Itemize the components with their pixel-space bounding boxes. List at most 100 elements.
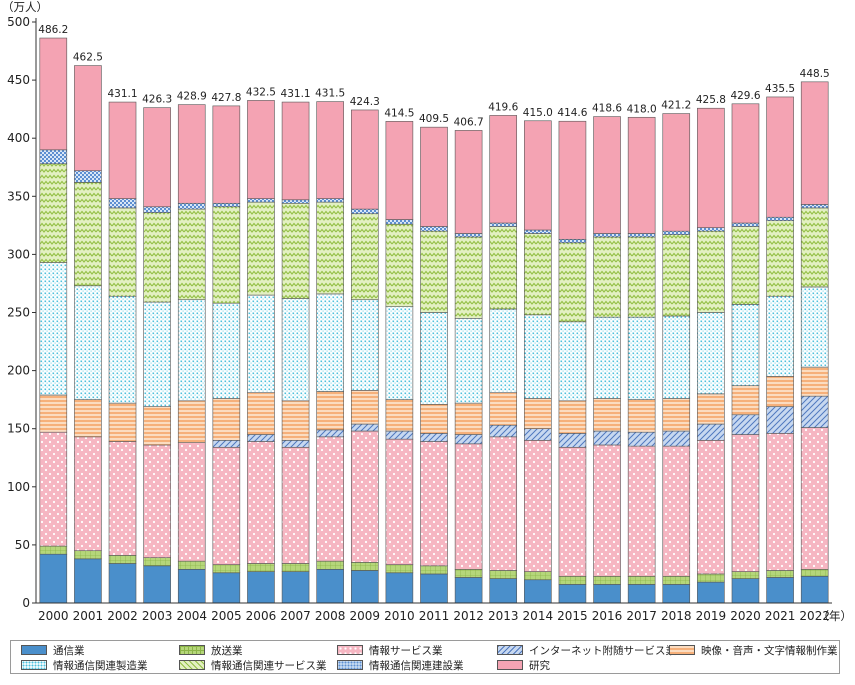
bar-segment-2000-s0 <box>39 553 68 604</box>
bar-segment-2012-s2 <box>454 443 483 570</box>
bar-segment-2016-s1 <box>593 575 621 585</box>
bar-segment-2019-s2 <box>697 440 725 575</box>
bar-segment-2009-s0 <box>350 570 379 604</box>
bar-segment-2003-s1 <box>143 557 171 567</box>
bar-segment-2008-s7 <box>316 198 344 203</box>
bar-segment-2003-s0 <box>143 565 171 604</box>
y-tick-label-400: 400 <box>7 131 30 145</box>
bar-segment-2022-s4 <box>800 366 829 397</box>
bar-segment-2012-s3 <box>454 434 483 445</box>
x-tick-label-2003: 2003 <box>142 609 173 623</box>
total-label-2011: 409.5 <box>419 113 449 125</box>
x-tick-label-2013: 2013 <box>488 609 519 623</box>
bar-segment-2001-s5 <box>74 285 102 400</box>
bar-segment-2016-s4 <box>593 398 621 432</box>
chart-legend: 通信業 放送業 情報サービス業 インターネット附随サービス業 映像・音声・文字情報制作業… <box>10 640 840 674</box>
x-tick-label-2012: 2012 <box>453 609 484 623</box>
legend-label-1: 放送業 <box>211 644 243 657</box>
bar-segment-2019-s4 <box>697 393 725 425</box>
bar-segment-2014-s7 <box>524 229 552 234</box>
bar-segment-2004-s5 <box>177 299 206 402</box>
bar-segment-2008-s0 <box>316 568 344 604</box>
bar-segment-2006-s8 <box>247 100 275 199</box>
bar-segment-2006-s7 <box>247 198 275 203</box>
bar-segment-2004-s6 <box>177 208 206 301</box>
legend-item-5: 情報通信関連製造業 <box>21 657 148 673</box>
bar-segment-2021-s3 <box>766 406 794 434</box>
bar-segment-2019-s5 <box>697 312 725 395</box>
total-label-2022: 448.5 <box>800 68 830 80</box>
bar-segment-2013-s8 <box>489 115 518 224</box>
total-label-2009: 424.3 <box>350 96 380 108</box>
bar-segment-2012-s0 <box>454 577 483 604</box>
bar-segment-2022-s8 <box>800 81 829 205</box>
bar-segment-2006-s6 <box>247 201 275 296</box>
legend-label-2: 情報サービス業 <box>369 644 443 657</box>
total-label-2000: 486.2 <box>38 24 68 36</box>
bar-segment-2002-s0 <box>108 563 137 604</box>
y-tick-label-250: 250 <box>7 306 30 320</box>
bar-segment-2016-s6 <box>593 236 621 318</box>
bar-segment-2005-s1 <box>212 564 241 574</box>
bar-segment-2017-s8 <box>627 116 656 234</box>
legend-item-4: 映像・音声・文字情報制作業 <box>669 642 838 658</box>
bar-segment-2022-s6 <box>800 207 829 288</box>
total-label-2019: 425.8 <box>696 94 726 106</box>
legend-swatch-6 <box>179 660 205 670</box>
x-tick-label-2021: 2021 <box>765 609 796 623</box>
bar-segment-2009-s1 <box>350 562 379 571</box>
bar-segment-2005-s8 <box>212 105 241 204</box>
bar-segment-2003-s5 <box>143 301 171 407</box>
bar-segment-2019-s8 <box>697 107 725 228</box>
y-tick-label-500: 500 <box>7 15 30 29</box>
bar-segment-2006-s1 <box>247 563 275 572</box>
y-tick-label-150: 150 <box>7 422 30 436</box>
bar-segment-2001-s6 <box>74 182 102 287</box>
bar-segment-2005-s4 <box>212 398 241 441</box>
bar-segment-2007-s7 <box>281 199 310 204</box>
total-label-2017: 418.0 <box>627 103 657 115</box>
bar-segment-2015-s3 <box>558 433 587 448</box>
total-label-2006: 432.5 <box>246 86 276 98</box>
bar-segment-2018-s2 <box>662 445 691 577</box>
total-label-2008: 431.5 <box>315 88 345 100</box>
legend-label-4: 映像・音声・文字情報制作業 <box>701 644 838 657</box>
x-tick-label-2005: 2005 <box>211 609 242 623</box>
total-label-2010: 414.5 <box>384 107 414 119</box>
bar-segment-2021-s2 <box>766 433 794 571</box>
bar-segment-2009-s3 <box>350 423 379 432</box>
bar-segment-2002-s8 <box>108 101 137 199</box>
total-label-2020: 429.6 <box>730 90 760 102</box>
bar-segment-2020-s3 <box>731 414 760 435</box>
bar-segment-2017-s5 <box>627 316 656 400</box>
bar-segment-2000-s6 <box>39 163 68 263</box>
legend-swatch-3 <box>497 645 523 655</box>
x-tick-label-2017: 2017 <box>626 609 657 623</box>
bar-segment-2001-s2 <box>74 436 102 552</box>
legend-item-2: 情報サービス業 <box>337 642 443 658</box>
bar-segment-2010-s1 <box>385 564 414 574</box>
bar-segment-2015-s4 <box>558 400 587 434</box>
x-tick-label-2011: 2011 <box>419 609 450 623</box>
bar-segment-2013-s0 <box>489 578 518 604</box>
bar-segment-2002-s5 <box>108 295 137 404</box>
x-tick-label-2019: 2019 <box>696 609 727 623</box>
bar-segment-2010-s3 <box>385 430 414 440</box>
legend-swatch-1 <box>179 645 205 655</box>
x-tick-label-2018: 2018 <box>661 609 692 623</box>
x-tick-label-2016: 2016 <box>592 609 623 623</box>
bar-segment-2009-s7 <box>350 208 379 215</box>
bar-segment-2014-s6 <box>524 233 552 316</box>
bar-segment-2022-s1 <box>800 568 829 577</box>
bar-segment-2007-s4 <box>281 400 310 441</box>
bar-segment-2001-s0 <box>74 558 102 604</box>
legend-swatch-0 <box>21 645 47 655</box>
bar-segment-2005-s6 <box>212 206 241 304</box>
legend-item-1: 放送業 <box>179 642 243 658</box>
bar-segment-2010-s8 <box>385 121 414 220</box>
bar-segment-2007-s1 <box>281 563 310 572</box>
x-tick-label-2010: 2010 <box>384 609 415 623</box>
bar-segment-2012-s7 <box>454 233 483 238</box>
bar-segment-2017-s7 <box>627 233 656 238</box>
bar-segment-2003-s7 <box>143 206 171 213</box>
